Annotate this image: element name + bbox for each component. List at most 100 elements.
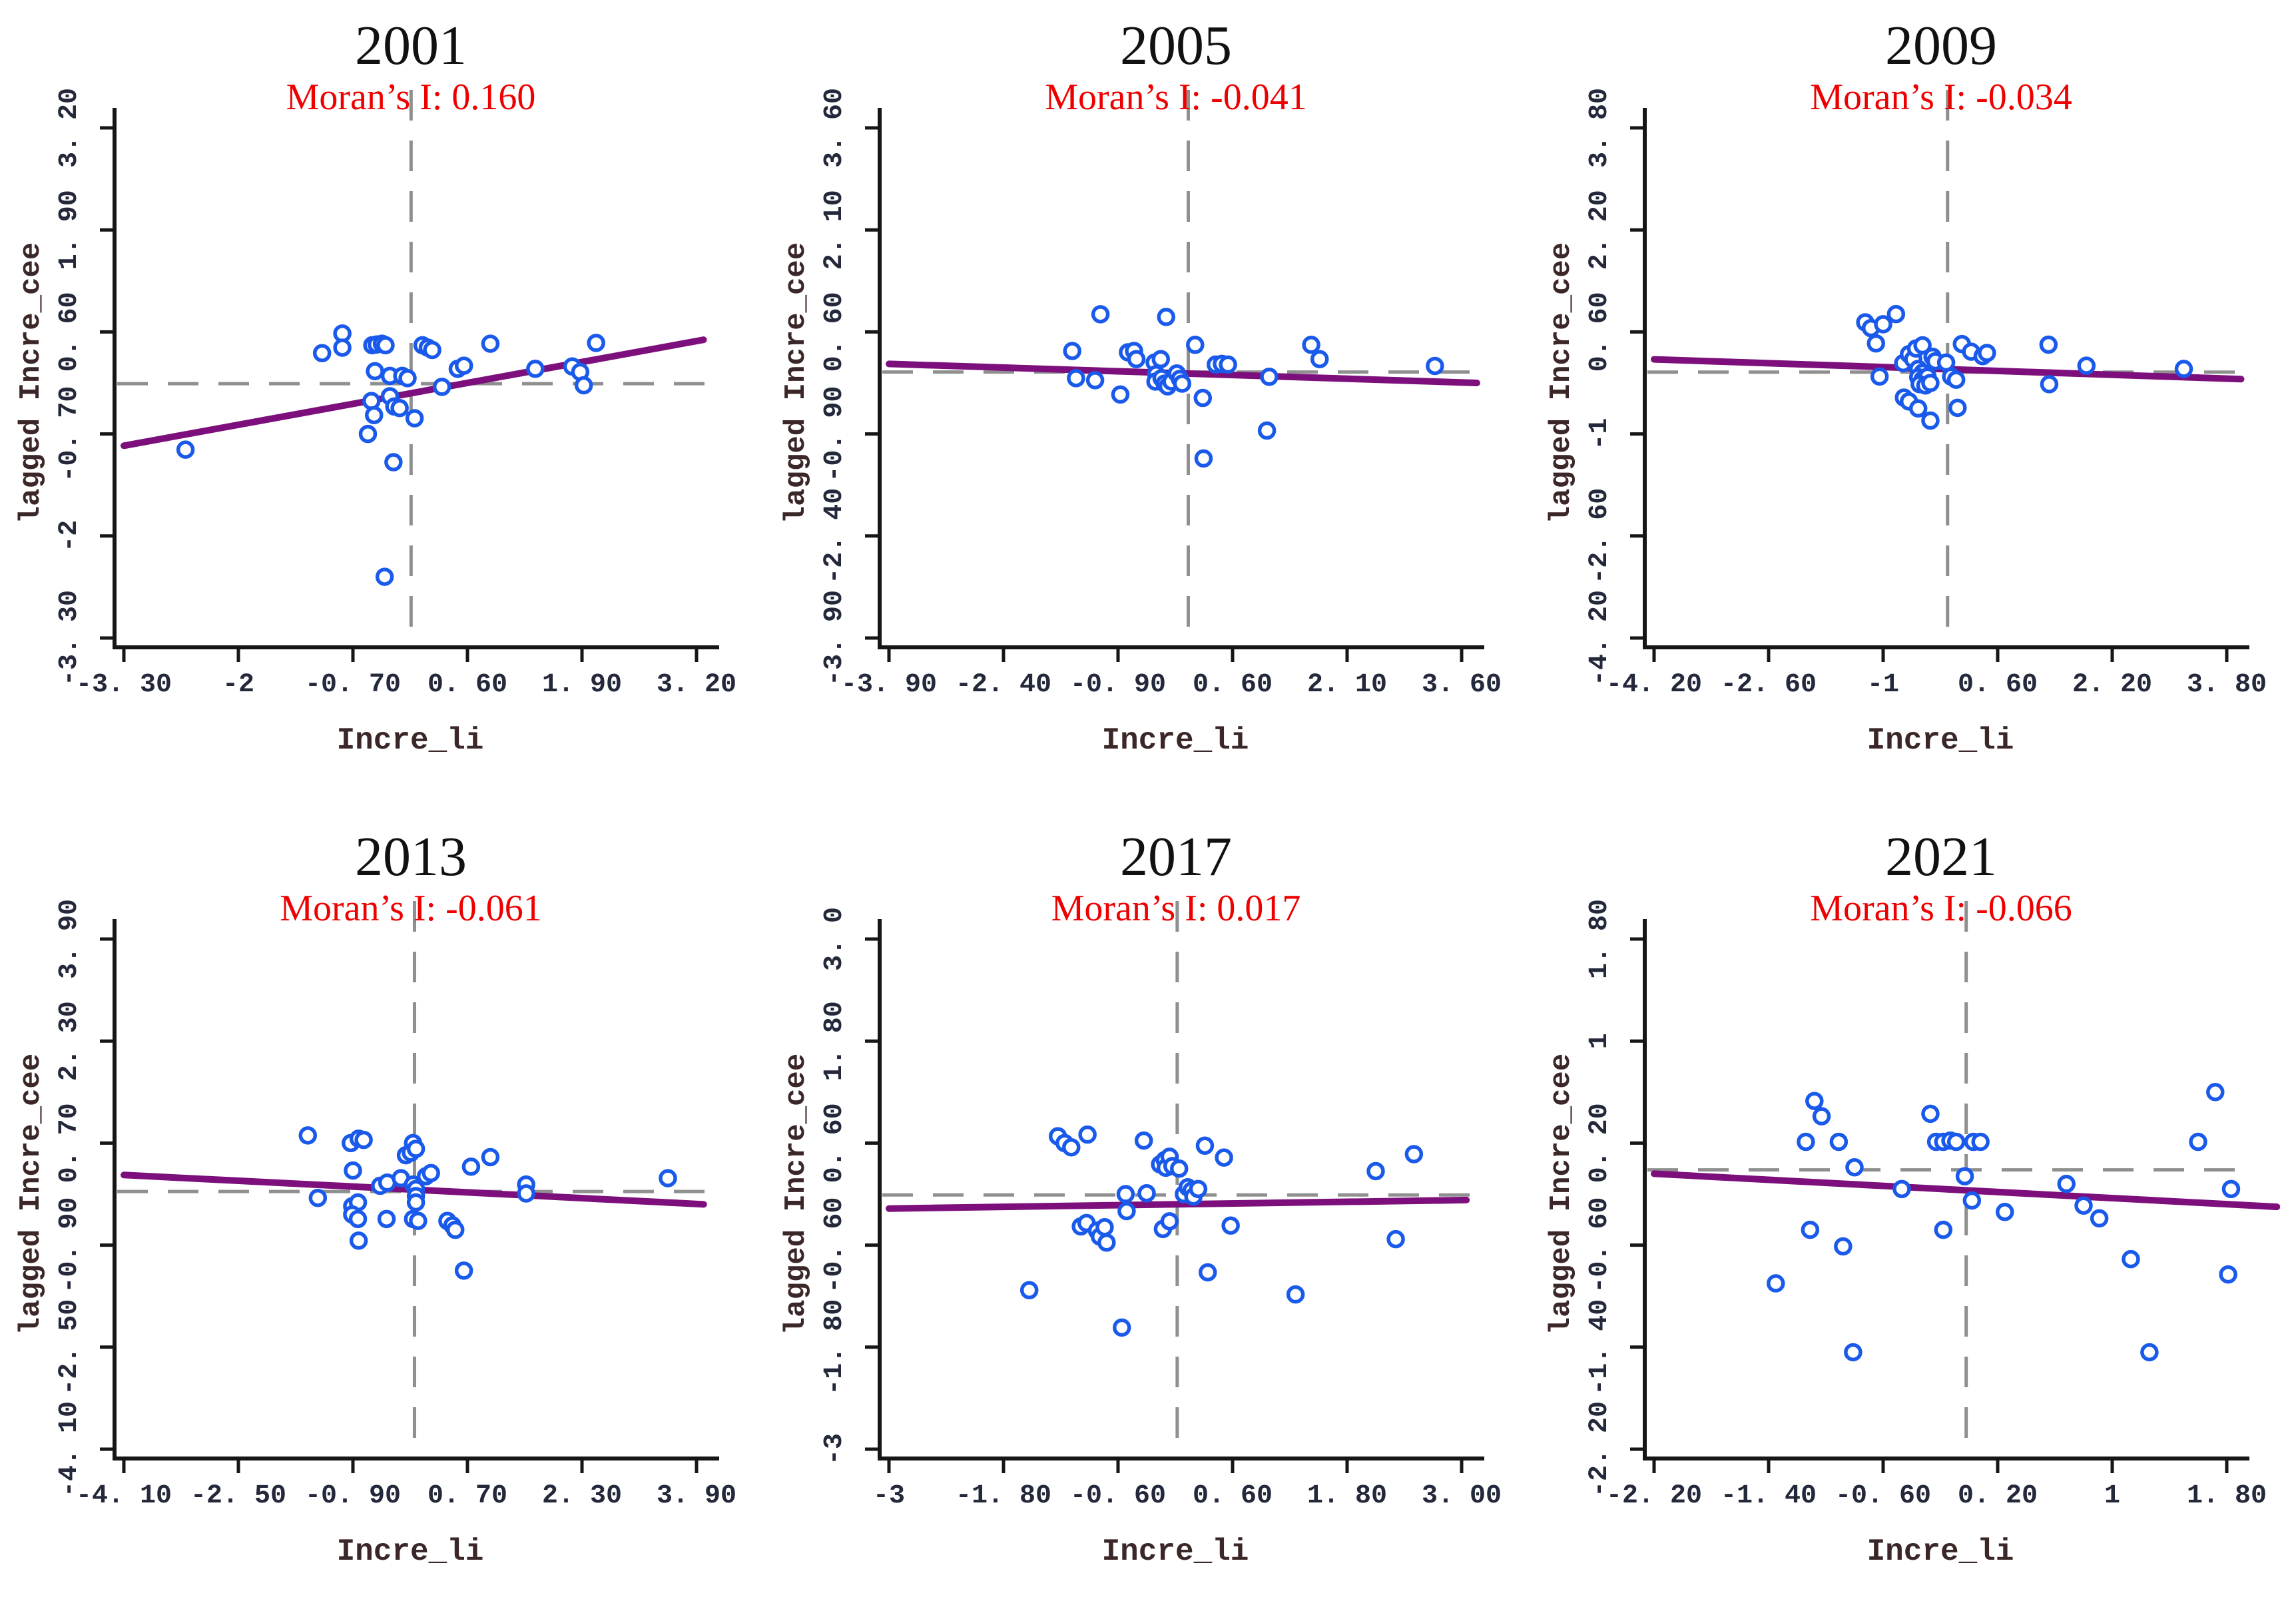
x-tick-label: -2 [222, 670, 254, 700]
y-tick-label: -2 [55, 520, 85, 552]
y-axis-label: lagged Incre_cee [1545, 1054, 1578, 1335]
panel-title: 2013 [355, 826, 467, 888]
scatter-point [1404, 1145, 1424, 1163]
x-tick-label: 1 [2104, 1481, 2120, 1511]
y-tick-label: 3. 60 [820, 88, 850, 168]
x-tick-label: 3. 80 [2187, 670, 2267, 700]
axes [1643, 919, 2249, 1461]
scatter-point [454, 356, 473, 375]
scatter-point [1116, 1185, 1135, 1203]
fit-line [121, 336, 707, 450]
scatter-point [1062, 1138, 1081, 1157]
x-tick-label: 0. 70 [428, 1481, 507, 1511]
scatter-point [659, 1169, 677, 1187]
scatter-point [2174, 360, 2193, 378]
x-tick-label: 2. 20 [2072, 670, 2152, 700]
scatter-point [1085, 371, 1105, 390]
tick-marks: -3 -1. 80 -0. 60 0. 60 1. 80 3. 00 -3 -1. 80 -0.… [820, 907, 1502, 1511]
x-tick-label: 1. 80 [2187, 1481, 2267, 1511]
scatter-point [354, 1130, 373, 1149]
x-tick-label: -0. 90 [1070, 670, 1166, 700]
x-tick-label: -0. 90 [305, 1481, 401, 1511]
panel-title: 2005 [1120, 15, 1232, 77]
scatter-point [1971, 1132, 1990, 1151]
scatter-point [445, 1220, 465, 1239]
scatter-point [1078, 1125, 1097, 1144]
fit-line [1651, 1170, 2281, 1211]
x-tick-label: -3 [873, 1481, 905, 1511]
y-axis-label: lagged Incre_cee [1545, 242, 1578, 523]
scatter-point [2074, 1196, 2093, 1215]
scatter-point [526, 360, 545, 378]
y-tick-label: 2. 30 [55, 1001, 85, 1081]
scatter-point [1019, 1281, 1039, 1300]
scatter-point [1386, 1229, 1405, 1249]
scatter-point [1797, 1132, 1815, 1151]
scatter-point [1151, 350, 1170, 369]
scatter-point [1921, 411, 1940, 430]
scatter-point [2140, 1343, 2159, 1362]
scatter-point [384, 453, 403, 472]
y-tick-label: -4. 20 [1585, 590, 1615, 686]
scatter-point [405, 409, 424, 428]
x-tick-label: 0. 60 [1193, 1481, 1273, 1511]
scatter-point [1845, 1158, 1864, 1177]
scatter-point [1221, 1216, 1240, 1235]
moran-scatter-plot: -3. 30 -2 -0. 70 0. 60 1. 90 3. 20 -3. 30 -2 -0.… [15, 15, 736, 758]
scatter-point [481, 1147, 500, 1167]
moran-scatter-plot: -3. 90 -2. 40 -0. 90 0. 60 2. 10 3. 60-3. 90-… [780, 15, 1502, 758]
scatter-point [1198, 1263, 1217, 1282]
moran-panel-2013: -4. 10 -2. 50 -0. 90 0. 70 2. 30 3. 90 -4. 10-… [0, 811, 765, 1622]
scatter-point [2189, 1132, 2207, 1151]
y-tick-label: 0. 60 [55, 292, 85, 372]
scatter-point [1962, 1191, 1982, 1210]
x-axis-label: Incre_li [337, 1534, 484, 1569]
y-tick-label: 1. 80 [1585, 899, 1615, 979]
scatter-point [2040, 375, 2059, 394]
y-tick-label: 3. 20 [55, 88, 85, 168]
fit-line [886, 1196, 1470, 1212]
scatter-point [1870, 367, 1889, 386]
scatter-point [423, 340, 441, 360]
scatter-point [1194, 449, 1213, 468]
x-tick-label: 2. 10 [1307, 670, 1387, 700]
scatter-point [1805, 1092, 1824, 1110]
scatter-point [1921, 1104, 1940, 1124]
panel-title: 2009 [1885, 15, 1997, 77]
y-tick-label: 1. 90 [55, 190, 85, 270]
scatter-points [176, 324, 605, 586]
x-tick-label: -2. 40 [956, 670, 1051, 700]
x-tick-label: -0. 70 [305, 670, 401, 700]
y-axis-label: lagged Incre_cee [15, 242, 48, 523]
x-tick-label: 3. 20 [657, 670, 736, 700]
moran-i-value: Moran’s I: -0.061 [280, 888, 542, 929]
panel-title: 2017 [1120, 826, 1232, 888]
scatter-point [377, 1209, 396, 1229]
moran-scatter-plot: -4. 20 -2. 60 -1 0. 60 2. 20 3. 80 -4. 20 -2. 6… [1545, 15, 2267, 758]
scatter-point [1426, 356, 1444, 376]
scatter-point [344, 1161, 362, 1180]
y-tick-label: -2. 60 [1585, 488, 1615, 584]
x-tick-label: -4. 20 [1606, 670, 1702, 700]
scatter-point [1866, 334, 1885, 353]
scatter-point [1946, 370, 1966, 389]
y-tick-label: 1. 80 [820, 1001, 850, 1081]
scatter-point [1067, 369, 1085, 388]
scatter-point [1812, 1107, 1831, 1126]
y-tick-label: -1 [1585, 418, 1615, 450]
scatter-point [574, 376, 593, 395]
y-tick-label: 3. 0 [820, 907, 850, 971]
y-tick-label: 1 [1585, 1033, 1615, 1049]
scatter-point [1834, 1237, 1853, 1256]
scatter-point [2122, 1249, 2140, 1269]
x-axis-label: Incre_li [337, 723, 484, 758]
x-tick-label: 0. 20 [1958, 1481, 2038, 1511]
tick-marks: -4. 10 -2. 50 -0. 90 0. 70 2. 30 3. 90-4. 10-… [55, 899, 736, 1511]
moran-panel-2001: -3. 30 -2 -0. 70 0. 60 1. 90 3. 20 -3. 30 -2 -0.… [0, 0, 765, 811]
scatter-point [1112, 1318, 1131, 1337]
scatter-point [1160, 1212, 1179, 1231]
scatter-point [2090, 1209, 2109, 1228]
scatter-point [587, 334, 605, 352]
scatter-point [406, 1139, 426, 1158]
scatter-point [1310, 350, 1329, 369]
